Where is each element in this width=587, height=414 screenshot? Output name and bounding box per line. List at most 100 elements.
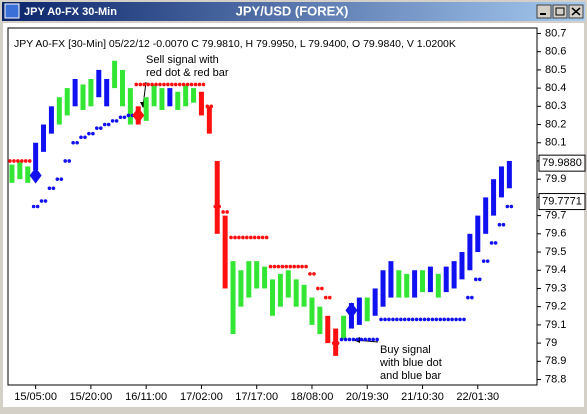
stop-dot [12, 159, 16, 163]
stop-dot [43, 199, 48, 203]
price-bar [388, 261, 394, 298]
stop-dot [481, 259, 486, 263]
price-bar [427, 266, 433, 293]
signal-diamond [132, 107, 145, 124]
price-bar [238, 270, 244, 307]
stop-dot [16, 159, 20, 163]
stop-dot [383, 317, 387, 322]
stop-dot [304, 264, 308, 269]
price-bar [459, 252, 465, 280]
stop-dot [406, 317, 411, 322]
x-tick-label: 16/11:00 [125, 391, 167, 403]
stop-dot [473, 277, 478, 282]
window-buttons[interactable] [536, 4, 584, 19]
stop-dot [272, 264, 277, 269]
price-tag-box [538, 193, 586, 211]
price-bar [475, 215, 481, 253]
y-tick-label: 80.5 [545, 64, 566, 76]
maximize-button[interactable] [552, 4, 568, 19]
stop-dot [288, 264, 293, 269]
stop-dot [193, 82, 198, 87]
stop-dot [114, 119, 119, 123]
price-bar [277, 273, 283, 307]
price-bar [119, 69, 125, 107]
price-bar [230, 261, 236, 334]
stop-dot [252, 235, 257, 240]
stop-dot [410, 317, 415, 322]
stop-dot [343, 337, 348, 342]
stop-dot [438, 317, 443, 322]
stop-dot [446, 317, 451, 322]
stop-dot [442, 317, 447, 322]
price-bar [506, 160, 512, 189]
stop-dot [225, 210, 229, 214]
stop-dot [51, 186, 56, 191]
plot-frame [7, 27, 538, 386]
stop-dot [122, 115, 127, 120]
stop-dot [110, 119, 115, 123]
stop-dot [268, 264, 273, 269]
stop-dot [71, 140, 75, 145]
stop-dot [371, 337, 375, 342]
stop-dot [414, 317, 419, 322]
stop-dot [256, 235, 261, 240]
minimize-button[interactable] [536, 4, 552, 19]
price-bar [380, 270, 386, 307]
stop-dot [296, 264, 300, 269]
y-tick-label: 79.7 [545, 210, 566, 222]
stop-dot [241, 235, 245, 240]
stop-dot [434, 317, 439, 322]
price-bar [285, 270, 291, 298]
stop-dot [166, 82, 170, 87]
stop-dot [75, 140, 79, 145]
price-bar [325, 315, 331, 344]
stop-dot [367, 337, 372, 342]
stop-dot [106, 122, 111, 127]
price-bar [159, 88, 165, 110]
price-bar [498, 166, 504, 198]
price-bar [420, 270, 426, 293]
price-tag-box [538, 154, 586, 172]
price-bar [404, 273, 410, 298]
stop-dot [509, 204, 514, 209]
price-bar [356, 297, 362, 325]
stop-dot [209, 104, 214, 109]
stop-dot [221, 210, 225, 214]
annotation-bg [145, 67, 219, 80]
window-title: JPY A0-FX 30-Min [24, 6, 117, 18]
price-bar [191, 88, 197, 103]
stop-dot [229, 235, 233, 240]
y-tick-label: 79.9 [545, 173, 566, 185]
stop-dot [98, 126, 103, 130]
stop-dot [339, 337, 344, 342]
stop-dot [245, 235, 249, 240]
stop-dot [418, 317, 423, 322]
price-bar [206, 106, 212, 134]
y-tick-label: 79.5 [545, 246, 566, 258]
stop-dot [312, 272, 316, 276]
stop-dot [177, 82, 182, 87]
annotation-bg [379, 370, 453, 383]
price-bar [262, 266, 268, 289]
price-bar [333, 328, 339, 356]
stop-dot [355, 337, 360, 342]
price-bar [183, 84, 189, 107]
stop-dot [387, 317, 391, 322]
stop-dot [79, 135, 83, 140]
stop-dot [264, 235, 269, 240]
price-bar [467, 233, 473, 271]
stop-dot [280, 264, 285, 269]
stop-dot [363, 337, 368, 342]
stop-dot [102, 122, 107, 127]
price-bar [48, 106, 54, 134]
stop-dot [83, 135, 87, 140]
y-tick-label: 79.3 [545, 282, 566, 294]
annotation-bg [379, 357, 453, 370]
stop-dot [477, 277, 482, 282]
annotation: Sell signal with [146, 54, 219, 66]
y-tick-label: 80.7 [545, 27, 566, 39]
stop-dot [249, 235, 253, 240]
stop-dot [201, 82, 206, 87]
signal-diamond [345, 302, 358, 319]
